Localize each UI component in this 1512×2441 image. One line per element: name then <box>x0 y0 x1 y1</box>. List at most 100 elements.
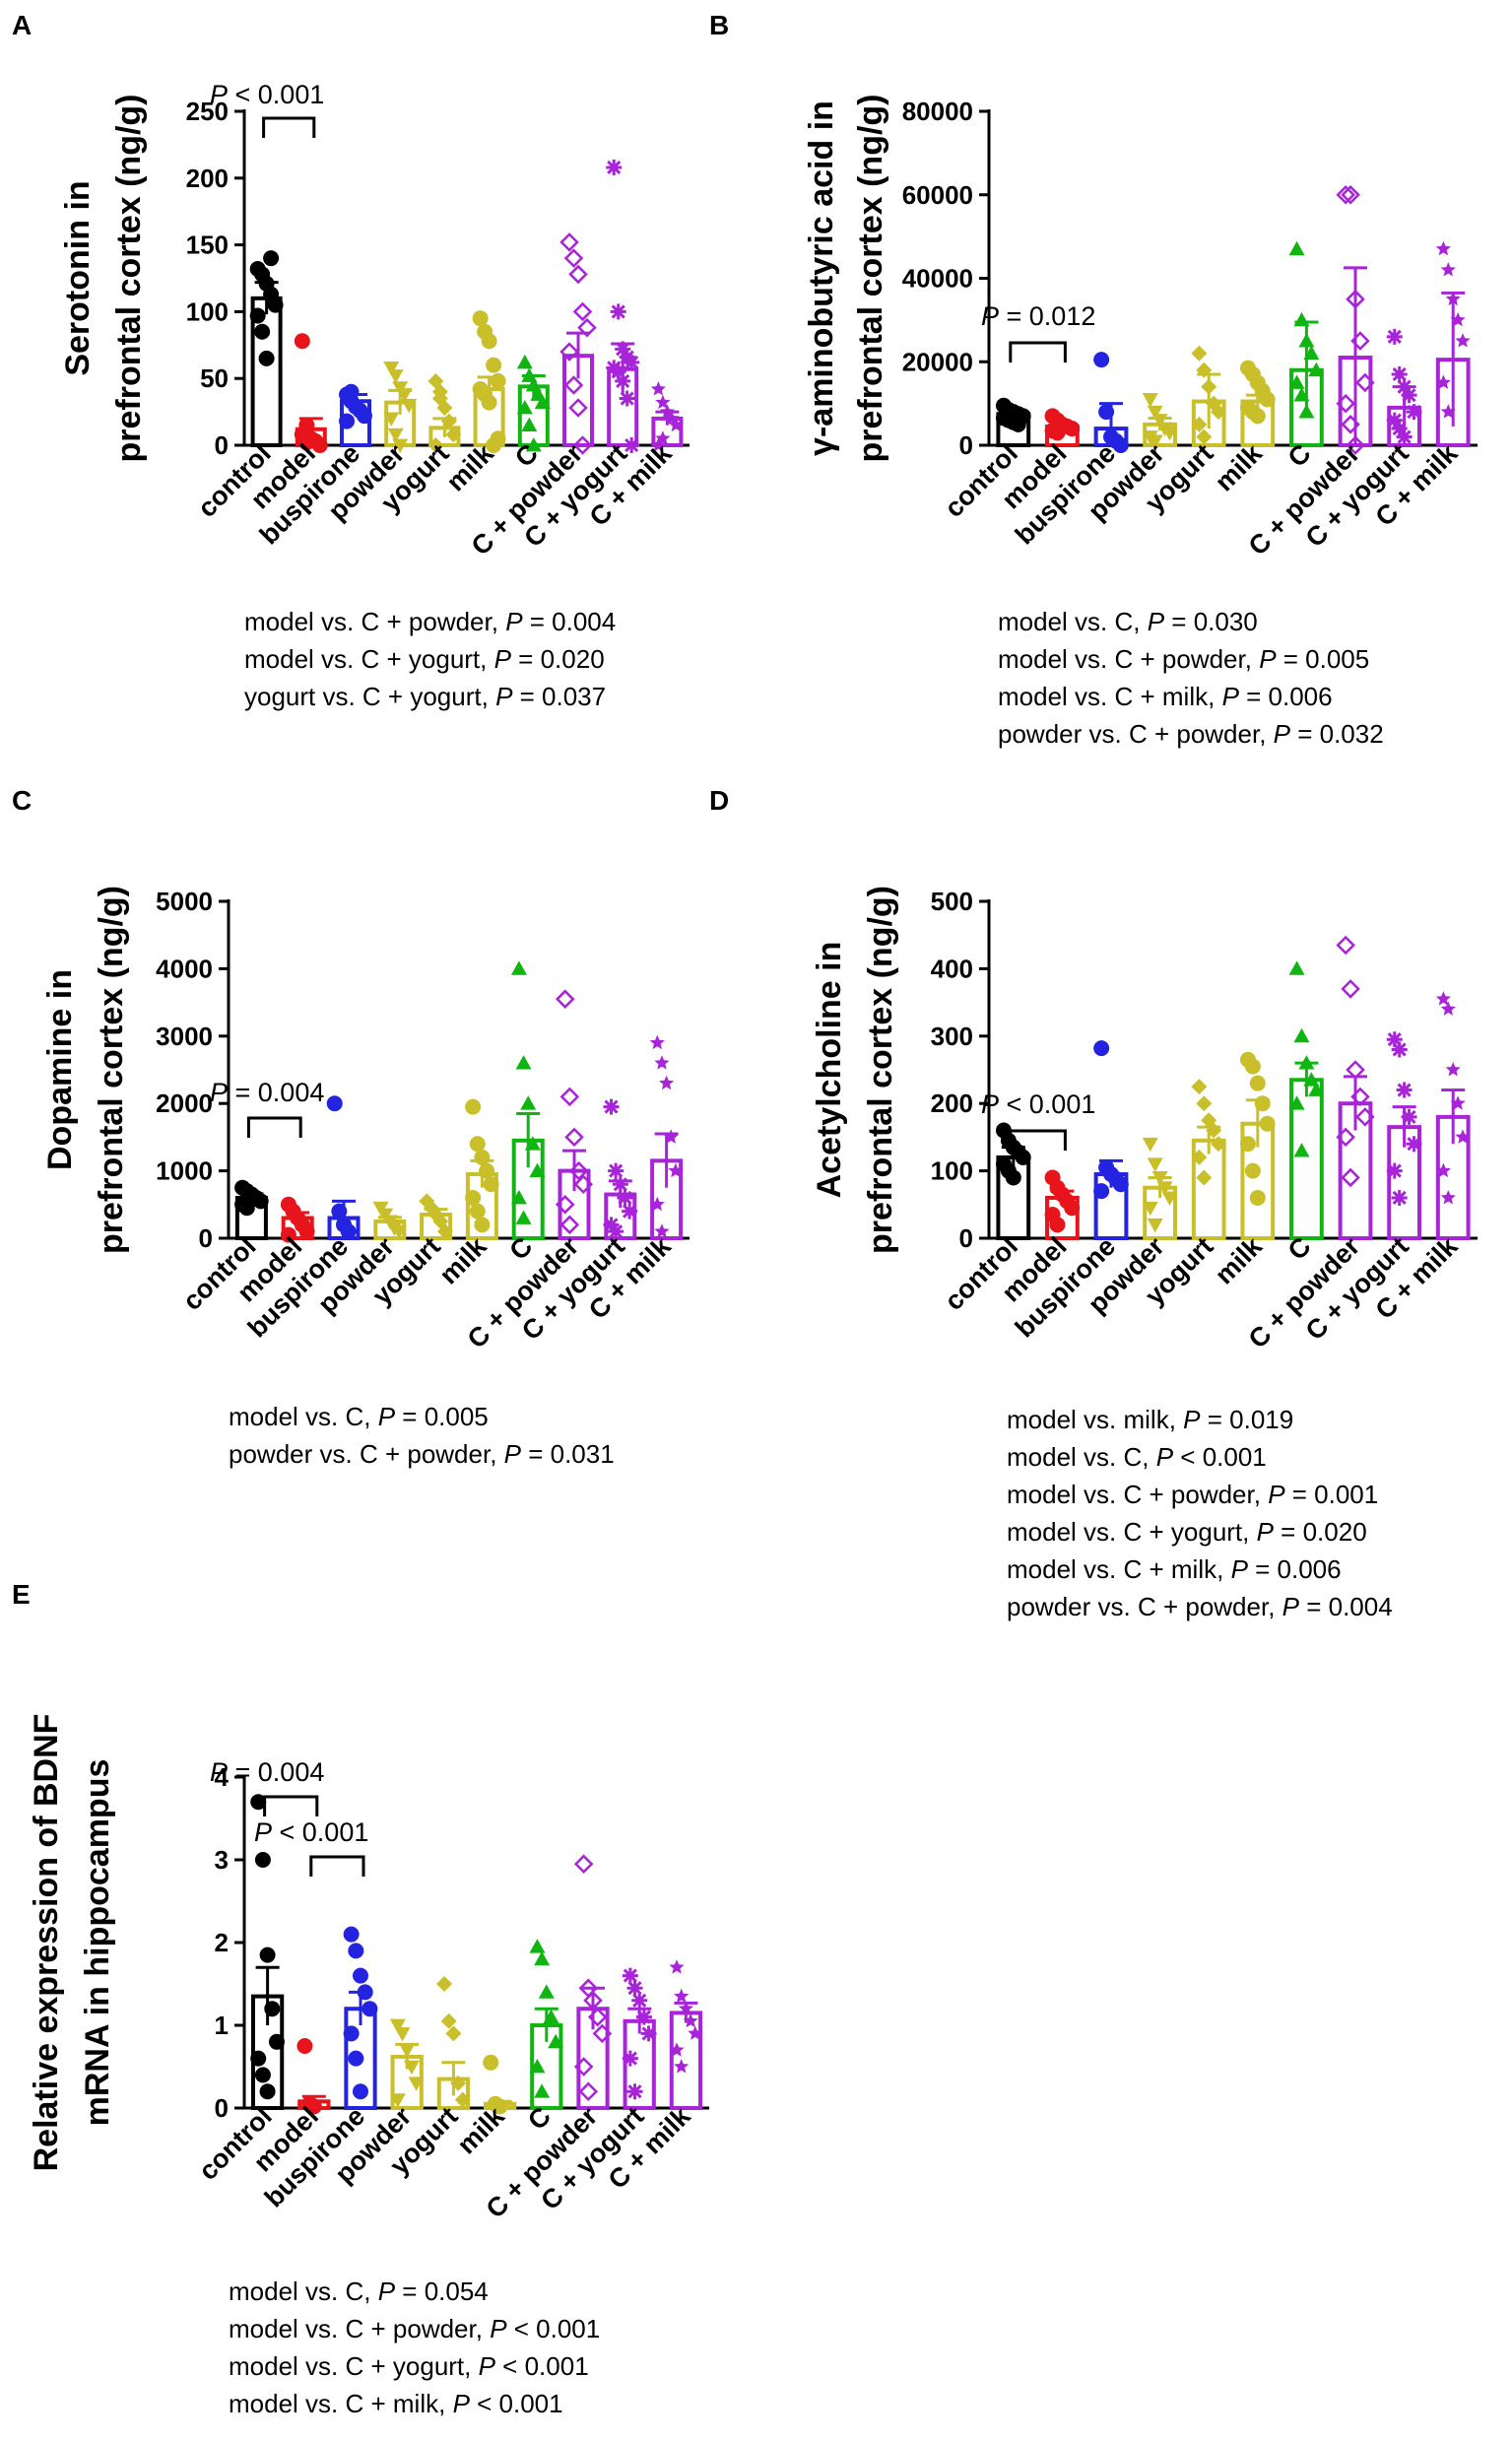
bar <box>669 2011 703 2111</box>
data-point <box>1350 1087 1370 1107</box>
stat-line: model vs. C + powder, P = 0.005 <box>998 644 1369 674</box>
data-point <box>1440 404 1456 419</box>
data-point <box>524 1136 541 1151</box>
data-point <box>1293 1027 1310 1043</box>
data-point <box>559 232 579 252</box>
data-point <box>583 1991 603 2011</box>
data-point <box>249 307 266 324</box>
data-point <box>1391 365 1408 382</box>
data-point <box>555 989 575 1009</box>
data-point <box>688 2025 703 2040</box>
data-point <box>608 1223 625 1240</box>
data-point <box>1201 378 1217 395</box>
y-tick-label: 100 <box>931 1156 973 1186</box>
data-point <box>1298 1055 1315 1070</box>
data-point <box>559 342 579 362</box>
y-tick-label: 0 <box>215 2093 229 2123</box>
data-point <box>1401 387 1417 404</box>
data-point <box>622 1967 638 1984</box>
data-point <box>490 430 506 447</box>
data-point <box>1386 1031 1403 1048</box>
data-point <box>1355 372 1375 393</box>
data-point <box>1346 289 1365 309</box>
data-point <box>624 354 640 370</box>
data-point <box>1341 1167 1360 1188</box>
data-point <box>1396 1082 1413 1098</box>
data-point <box>1005 1169 1021 1186</box>
data-point <box>1142 392 1158 408</box>
data-point <box>631 1992 648 2009</box>
data-point <box>1435 240 1451 256</box>
data-point <box>343 1926 360 1943</box>
data-point <box>1211 1136 1227 1153</box>
panel-a: A Serotonin in prefrontal cortex (ng/g) 0 50… <box>12 10 690 711</box>
y-tick-label: 20000 <box>902 347 973 376</box>
data-point <box>603 1217 620 1233</box>
data-point <box>515 1055 532 1070</box>
data-point <box>529 1162 546 1177</box>
data-point <box>674 2059 690 2074</box>
data-point <box>1401 1108 1417 1125</box>
data-point <box>1254 1095 1271 1112</box>
data-point <box>1406 404 1422 421</box>
data-point <box>445 427 462 443</box>
data-point <box>427 437 444 453</box>
panel-letter: A <box>12 10 32 40</box>
data-point <box>622 1203 638 1220</box>
data-point <box>1288 240 1305 256</box>
data-point <box>608 1162 625 1179</box>
data-point <box>1147 1218 1163 1233</box>
data-point <box>587 2007 608 2027</box>
data-point <box>578 2081 599 2101</box>
data-point <box>1440 1001 1456 1016</box>
data-point <box>1386 1162 1403 1179</box>
data-point <box>1298 333 1315 348</box>
data-point <box>555 1195 575 1215</box>
data-point <box>394 2027 411 2042</box>
data-point <box>254 323 271 340</box>
data-point <box>1259 391 1276 408</box>
significance-bracket <box>1009 1129 1067 1151</box>
data-point <box>635 2009 652 2025</box>
data-point <box>353 2083 368 2100</box>
data-point <box>465 1098 482 1115</box>
data-point <box>1191 1079 1208 1095</box>
data-point <box>436 1976 453 1992</box>
data-point <box>259 1946 276 1963</box>
data-point <box>343 2025 360 2042</box>
data-point <box>483 1176 499 1193</box>
data-point <box>1391 421 1408 437</box>
data-point <box>1142 1201 1158 1217</box>
data-point <box>340 1223 357 1240</box>
data-point <box>610 363 626 380</box>
data-point <box>1450 311 1466 327</box>
stat-line: model vs. C, P = 0.005 <box>229 1402 489 1431</box>
panel-letter: E <box>12 1579 31 1610</box>
data-point <box>474 1149 491 1165</box>
data-point <box>389 2018 406 2033</box>
p-value-label: P < 0.001 <box>254 1817 368 1847</box>
data-point <box>1151 414 1168 429</box>
y-tick-label: 60000 <box>902 180 973 210</box>
data-point <box>1093 1183 1110 1200</box>
data-point <box>1196 362 1213 378</box>
data-point <box>612 1176 628 1193</box>
data-point <box>674 1988 690 2004</box>
data-point <box>348 1943 364 1959</box>
data-point <box>1093 1040 1110 1057</box>
data-point <box>1450 1095 1466 1110</box>
data-point <box>516 400 533 415</box>
data-point <box>1191 345 1208 362</box>
data-point <box>339 413 356 429</box>
data-point <box>529 1939 546 1953</box>
data-point <box>603 1098 620 1115</box>
data-point <box>521 417 538 432</box>
data-point <box>610 303 626 320</box>
data-point <box>1191 416 1208 432</box>
data-point <box>640 2025 657 2042</box>
y-axis-title: prefrontal cortex (ng/g) <box>852 94 889 462</box>
data-point <box>1211 404 1227 421</box>
data-point <box>1303 1072 1320 1087</box>
data-point <box>683 2012 698 2028</box>
significance-bracket <box>1009 341 1067 363</box>
